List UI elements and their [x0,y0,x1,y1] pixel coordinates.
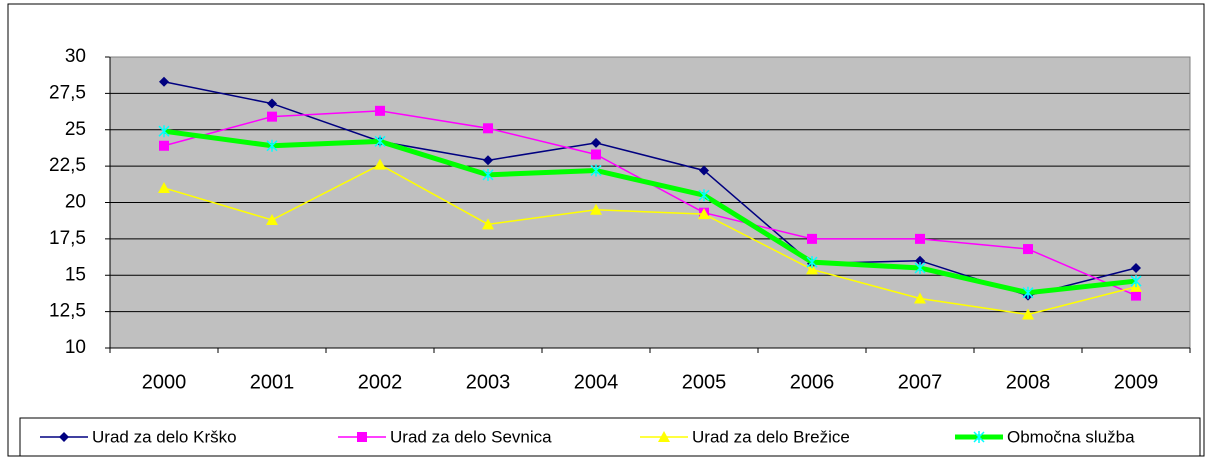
marker [1130,275,1142,288]
marker [698,208,710,220]
marker [806,263,818,275]
marker [591,137,601,148]
y-tick-label: 15 [65,264,86,285]
marker [915,233,925,244]
y-tick-label: 20 [65,192,86,213]
marker [699,165,709,176]
x-tick-label: 2004 [574,371,619,393]
marker [374,158,386,170]
marker [266,213,278,225]
series-line [163,163,1137,316]
marker [483,155,493,166]
marker [159,76,169,87]
y-tick-label: 27,5 [49,82,86,103]
x-tick-label: 2008 [1006,371,1051,393]
marker [807,233,817,244]
y-tick-label: 25 [65,119,86,140]
x-tick-label: 2001 [250,371,295,393]
marker [973,431,985,443]
x-tick-label: 2000 [142,371,187,393]
marker [590,164,602,177]
marker [915,255,925,266]
marker [1131,262,1141,273]
marker [266,139,278,152]
marker [482,218,494,230]
x-tick-label: 2007 [898,371,943,393]
y-tick-label: 10 [65,337,86,358]
marker [1022,286,1034,299]
marker [158,125,170,138]
marker [1131,290,1141,301]
x-tick-label: 2003 [466,371,511,393]
marker [698,189,710,202]
marker [1022,308,1034,320]
marker [1023,244,1033,255]
marker [267,111,277,122]
x-tick-label: 2002 [358,371,403,393]
marker [914,261,926,274]
x-tick-label: 2009 [1114,371,1159,393]
legend-box [19,417,1201,457]
y-tick-label: 30 [65,46,86,67]
marker [158,181,170,193]
marker [806,256,818,269]
marker [914,292,926,304]
marker [591,149,601,160]
marker [658,431,670,442]
legend-label: Urad za delo Brežice [692,427,850,446]
marker [590,203,602,215]
marker [483,123,493,134]
marker [267,98,277,109]
y-tick-label: 17,5 [49,228,86,249]
legend-label: Območna služba [1007,427,1135,446]
y-tick-label: 12,5 [49,301,86,322]
y-tick-label: 22,5 [49,155,86,176]
x-tick-label: 2006 [790,371,835,393]
x-tick-label: 2005 [682,371,727,393]
legend-label: Urad za delo Krško [92,427,237,446]
marker [482,168,494,181]
marker [375,105,385,116]
marker [59,432,69,442]
marker [357,432,367,442]
marker [374,135,386,148]
marker [159,140,169,151]
series-line [163,128,1137,296]
legend-label: Urad za delo Sevnica [390,427,552,446]
